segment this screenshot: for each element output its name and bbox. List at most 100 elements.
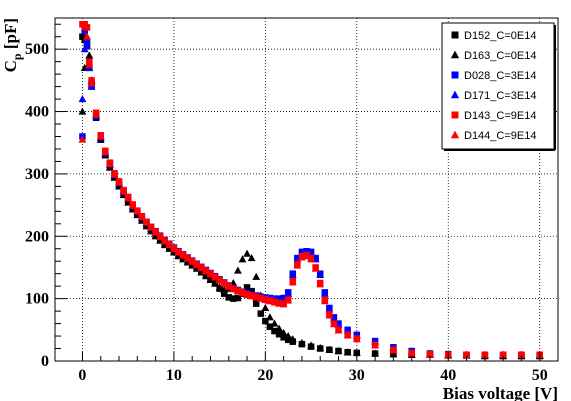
- data-point: [261, 295, 270, 303]
- data-point: [325, 345, 334, 353]
- data-point: [288, 335, 297, 343]
- data-point: [80, 23, 89, 31]
- legend-entry-label: D163_C=0E14: [464, 50, 536, 62]
- data-point: [238, 288, 247, 297]
- data-point: [197, 263, 206, 272]
- data-point: [78, 94, 87, 103]
- data-point: [110, 170, 119, 178]
- data-point: [307, 341, 315, 349]
- legend-marker: [451, 71, 459, 79]
- x-tick-label: 10: [166, 367, 182, 384]
- y-tick-label: 300: [25, 166, 49, 183]
- x-tick-label: 0: [78, 367, 86, 384]
- data-point: [462, 350, 471, 358]
- x-tick-label: 50: [532, 367, 548, 384]
- data-point: [234, 287, 242, 295]
- y-axis-title: Cp [pF]: [1, 18, 24, 72]
- data-point: [206, 270, 215, 278]
- y-axis-title-unit: [pF]: [1, 18, 20, 53]
- data-point: [262, 317, 269, 325]
- data-point: [266, 313, 274, 321]
- plot-frame: [54, 17, 559, 362]
- data-point: [137, 212, 146, 221]
- data-point: [225, 294, 233, 301]
- data-point: [230, 295, 237, 302]
- data-point: [243, 284, 251, 291]
- data-point: [224, 282, 233, 290]
- data-point: [334, 326, 343, 334]
- data-point: [78, 135, 87, 143]
- data-point: [105, 159, 114, 168]
- data-point: [165, 240, 174, 249]
- data-point: [247, 292, 256, 300]
- x-tick-label: 40: [440, 367, 456, 384]
- x-tick-label: 30: [349, 367, 365, 384]
- data-point: [179, 251, 187, 259]
- data-point: [202, 272, 210, 280]
- data-point: [124, 194, 133, 202]
- data-point: [211, 273, 219, 281]
- data-point: [275, 330, 283, 338]
- data-point: [271, 327, 278, 335]
- legend-entry-label: D152_C=0E14: [464, 30, 536, 42]
- data-point: [256, 294, 265, 302]
- data-point: [101, 147, 110, 156]
- data-point: [115, 178, 123, 186]
- data-point: [257, 310, 265, 317]
- data-point: [83, 41, 91, 50]
- data-point: [316, 280, 325, 288]
- data-point: [517, 350, 526, 358]
- data-point: [330, 314, 338, 322]
- legend-entry-label: D144_C=9E14: [464, 130, 536, 142]
- data-point: [298, 338, 306, 346]
- data-point: [426, 350, 434, 358]
- data-point: [85, 51, 94, 59]
- data-point: [243, 249, 251, 257]
- data-point: [288, 278, 297, 286]
- data-point: [188, 257, 197, 265]
- y-tick-label: 200: [25, 228, 49, 245]
- data-point: [371, 341, 379, 349]
- y-axis-title-main: C: [1, 60, 20, 72]
- x-tick-label: 20: [257, 367, 273, 384]
- data-point: [160, 237, 169, 245]
- data-point: [307, 255, 315, 263]
- data-point: [119, 187, 128, 195]
- legend-marker: [450, 90, 460, 99]
- data-point: [252, 300, 260, 307]
- data-point: [215, 276, 224, 284]
- legend-entry-label: D143_C=9E14: [464, 110, 536, 122]
- data-point: [83, 32, 91, 40]
- data-point: [293, 255, 302, 263]
- data-point: [330, 320, 338, 328]
- data-point: [275, 324, 283, 332]
- data-point: [220, 279, 229, 287]
- data-point: [279, 300, 288, 308]
- data-point: [247, 254, 256, 262]
- x-axis-title: Bias voltage [V]: [443, 384, 558, 401]
- legend-marker: [451, 111, 459, 119]
- data-point: [202, 267, 210, 275]
- data-point: [96, 132, 105, 140]
- data-point: [316, 270, 325, 279]
- data-point: [284, 289, 293, 297]
- data-point: [238, 255, 247, 263]
- grid: [55, 18, 558, 362]
- data-point: [78, 107, 87, 115]
- data-series: [78, 20, 544, 360]
- data-point: [128, 201, 137, 209]
- data-point: [316, 343, 325, 351]
- data-point: [334, 346, 343, 355]
- data-point: [133, 207, 142, 215]
- y-tick-label: 400: [25, 104, 49, 121]
- legend: D152_C=0E14 D163_C=0E14 D028_C=3E14 D171_C=…: [441, 22, 556, 151]
- legend-marker: [450, 50, 460, 59]
- data-point: [85, 60, 94, 68]
- legend-marker: [450, 130, 460, 139]
- data-point: [407, 349, 416, 357]
- y-tick-label: 500: [25, 41, 49, 58]
- data-point: [192, 260, 201, 269]
- data-point: [243, 290, 251, 298]
- y-axis-title-subscript: p: [10, 53, 24, 60]
